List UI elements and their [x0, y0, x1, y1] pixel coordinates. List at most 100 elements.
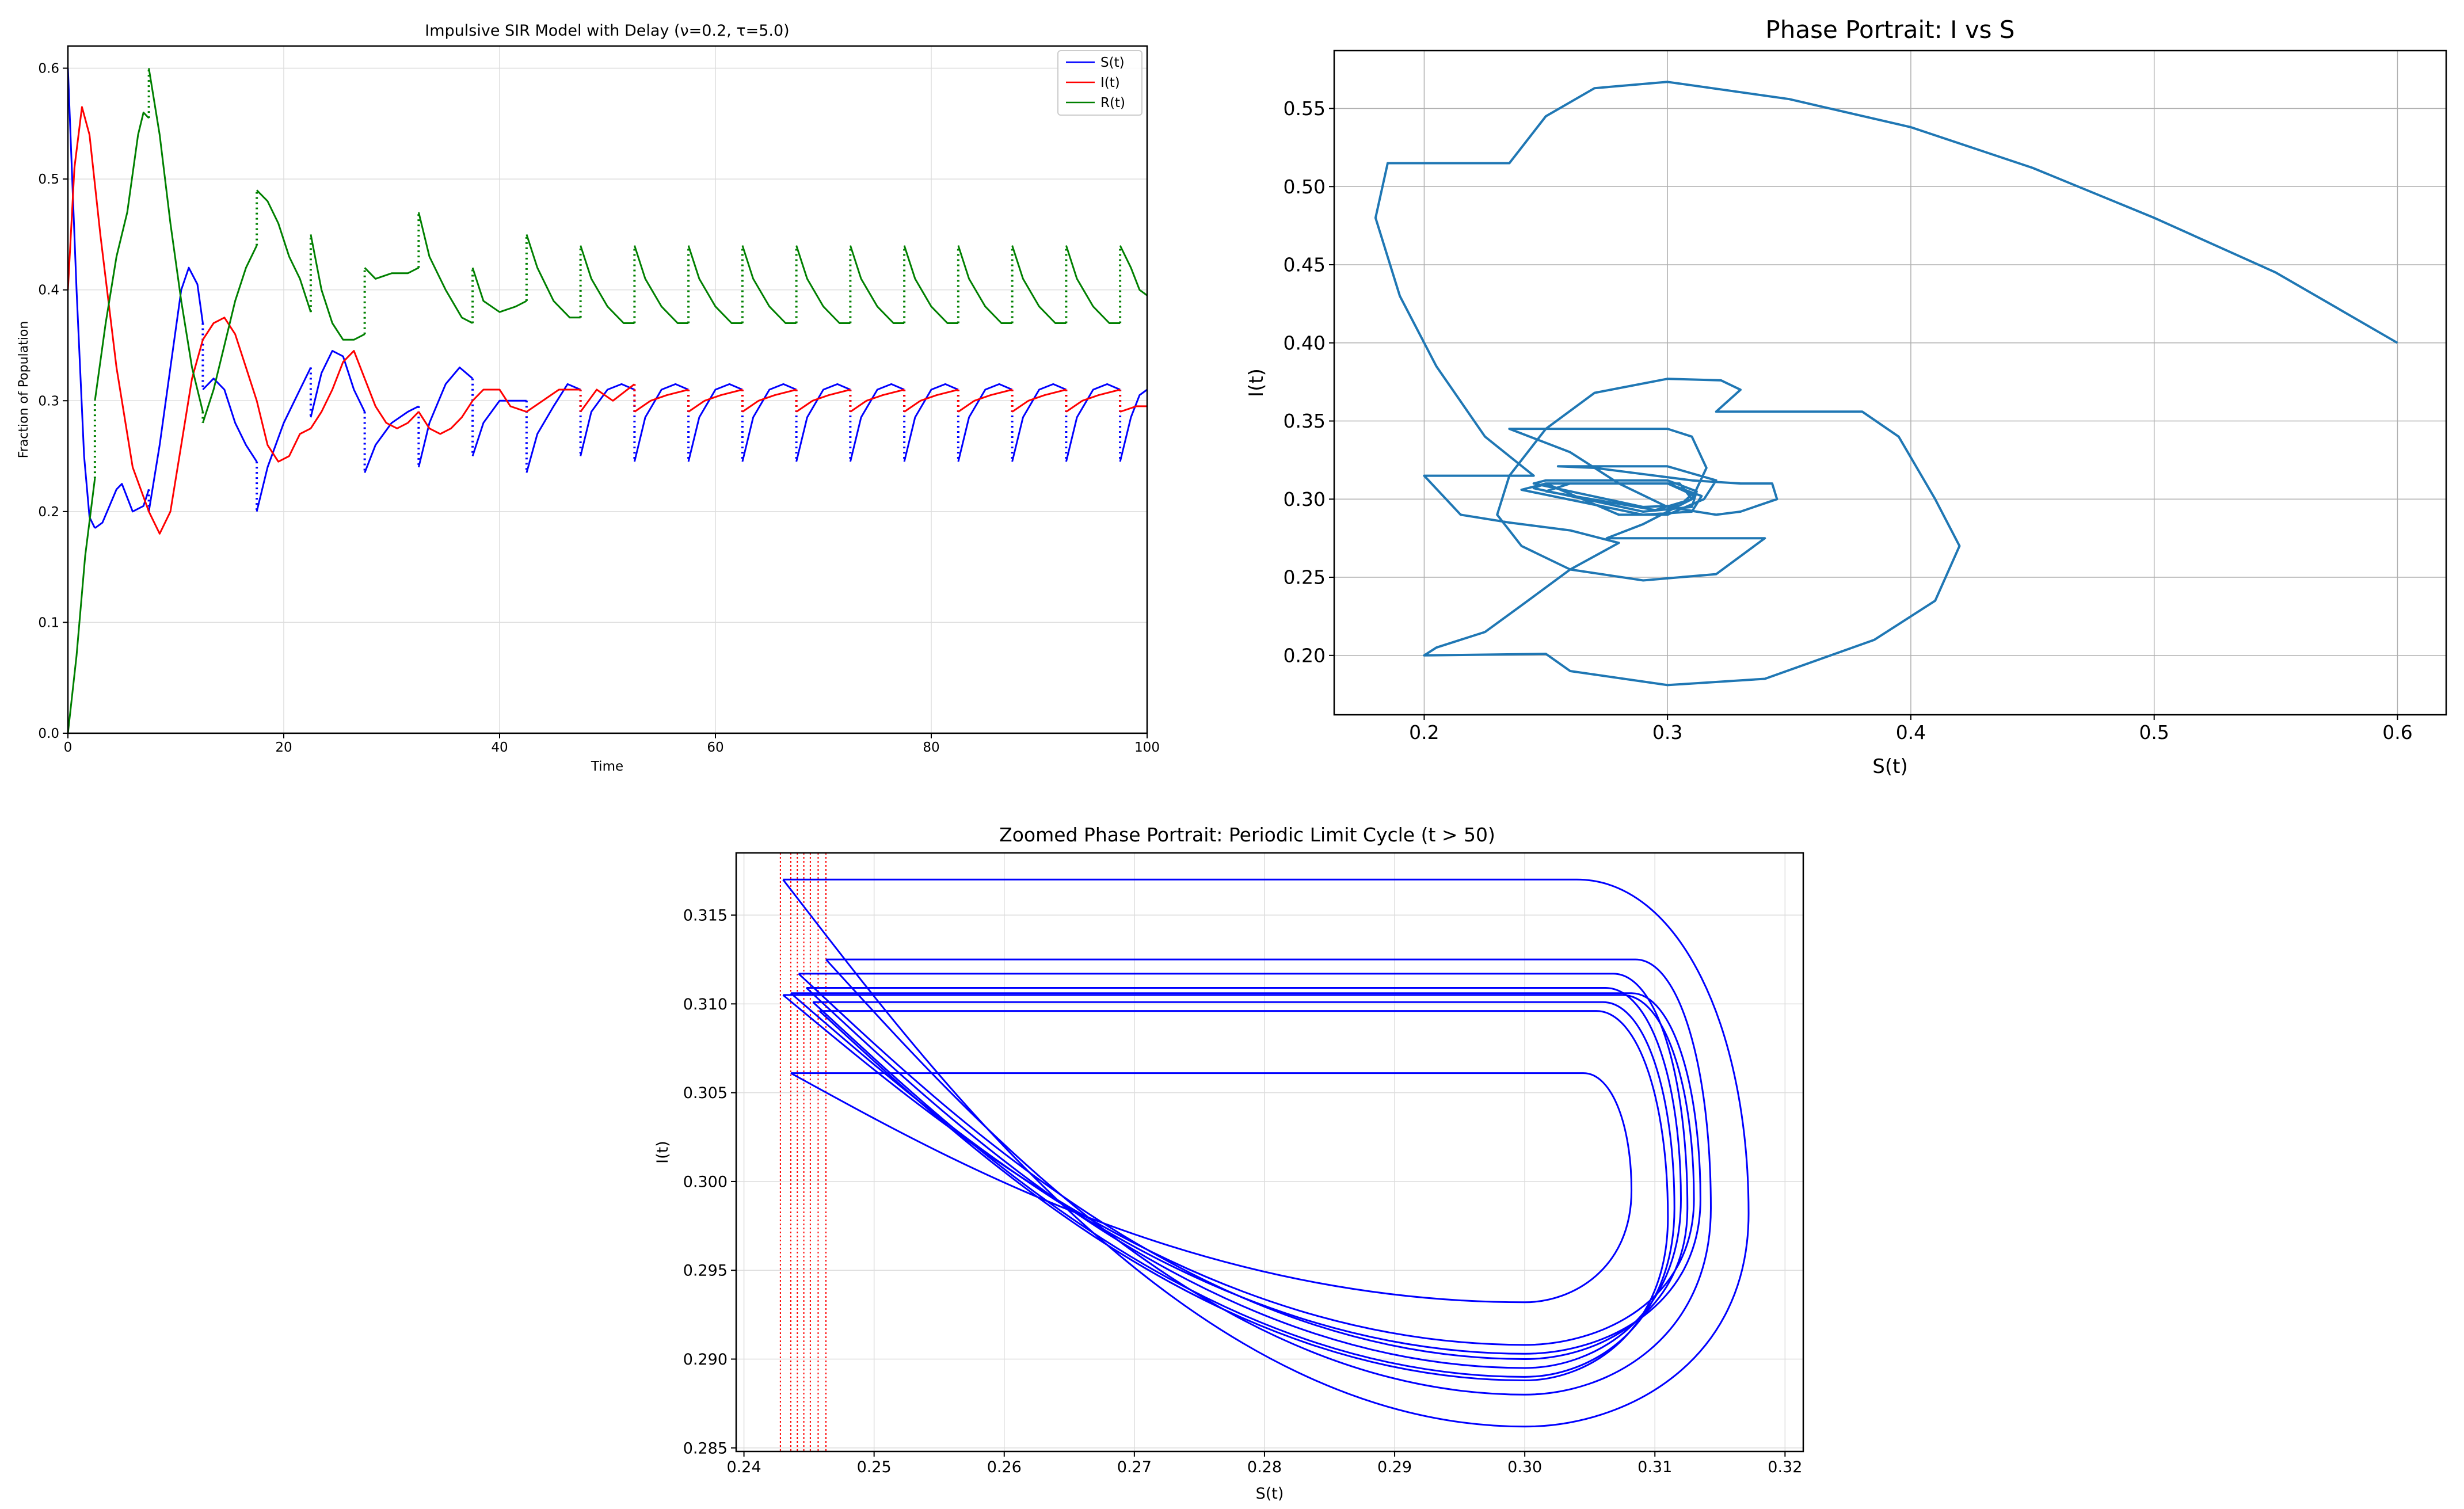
- y-tick-label: 0.290: [683, 1351, 728, 1369]
- x-tick-label: 0.28: [1247, 1458, 1282, 1476]
- y-tick-label: 0.6: [38, 62, 59, 77]
- phase-portrait-ticks: 0.2 0.3 0.4 0.5 0.6 0.20 0.25 0.30 0.35 0.40 0.45 0…: [1284, 97, 2413, 744]
- legend-label-i: I(t): [1100, 75, 1120, 90]
- phase-portrait-ylabel: I(t): [1245, 368, 1268, 397]
- series-line-segment: [903, 383, 959, 462]
- series-line-segment: [471, 399, 527, 456]
- y-tick-label: 0.310: [683, 996, 728, 1013]
- y-tick-label: 0.20: [1284, 644, 1326, 666]
- phase-portrait-grid: [1334, 51, 2446, 715]
- y-tick-label: 0.40: [1284, 331, 1326, 354]
- series-line-segment: [417, 212, 473, 324]
- series-line-segment: [256, 189, 312, 313]
- x-tick-label: 0.6: [2382, 721, 2412, 744]
- series-line-segment: [957, 383, 1013, 462]
- series-line-segment: [310, 350, 365, 418]
- y-tick-label: 0.30: [1284, 488, 1326, 510]
- y-tick-label: 0.25: [1284, 566, 1326, 589]
- series-line-segment: [418, 400, 474, 435]
- series-line-segment: [67, 106, 311, 535]
- series-line-segment: [417, 367, 474, 468]
- series-line-segment: [741, 245, 797, 324]
- series-I(t): [67, 106, 1147, 535]
- x-tick-label: 0.31: [1637, 1458, 1672, 1476]
- time-series-panel: Impulsive SIR Model with Delay (ν=0.2, τ…: [17, 22, 1160, 774]
- series-line-segment: [634, 388, 689, 413]
- series-line-segment: [525, 234, 581, 319]
- time-series-frame: [67, 45, 1148, 734]
- series-line-segment: [256, 367, 312, 512]
- series-line-segment: [687, 383, 743, 462]
- zoomed-portrait-ticks: 0.24 0.25 0.26 0.27 0.28 0.29 0.30 0.31 0.32 0.28…: [683, 906, 1803, 1476]
- series-line-segment: [958, 388, 1012, 413]
- x-tick-label: 0.29: [1377, 1458, 1412, 1476]
- series-line-segment: [849, 245, 905, 324]
- x-tick-label: 60: [707, 740, 723, 755]
- phase-portrait-title: Phase Portrait: I vs S: [1765, 16, 2014, 44]
- y-tick-label: 0.45: [1284, 254, 1326, 276]
- series-line-segment: [1011, 383, 1067, 462]
- series-line-segment: [94, 112, 150, 401]
- series-line-segment: [850, 388, 905, 413]
- x-tick-label: 0: [64, 740, 73, 755]
- phase-portrait-frame: [1333, 49, 2447, 716]
- series-line-segment: [1011, 388, 1067, 413]
- phase-portrait-panel: Phase Portrait: I vs S 0.2 0.3 0.4 0.5 0.60.…: [1245, 16, 2447, 778]
- limit-cycle-loop: [825, 958, 1712, 1396]
- series-R(t): [67, 68, 1148, 734]
- series-line-segment: [795, 383, 851, 462]
- x-tick-label: 0.27: [1117, 1458, 1152, 1476]
- series-line-segment: [1065, 388, 1121, 413]
- y-tick-label: 0.1: [38, 615, 59, 630]
- y-tick-label: 0.285: [683, 1439, 728, 1457]
- y-tick-label: 0.35: [1284, 410, 1326, 432]
- series-line-segment: [364, 405, 420, 473]
- y-tick-label: 0.295: [683, 1262, 728, 1280]
- series-line-segment: [633, 245, 689, 324]
- series-line-segment: [903, 245, 958, 324]
- time-series-xlabel: Time: [591, 759, 623, 774]
- y-tick-label: 0.50: [1284, 176, 1326, 198]
- x-tick-label: 0.3: [1652, 721, 1682, 744]
- series-line-segment: [580, 383, 635, 456]
- series-line-segment: [795, 245, 851, 324]
- x-tick-label: 0.24: [727, 1458, 761, 1476]
- legend-label-s: S(t): [1100, 55, 1125, 70]
- series-line-segment: [1011, 245, 1067, 324]
- series-line-segment: [310, 234, 365, 341]
- series-line-segment: [580, 383, 635, 413]
- y-tick-label: 0.300: [683, 1173, 728, 1191]
- series-line-segment: [148, 266, 204, 512]
- y-tick-label: 0.2: [38, 505, 59, 520]
- series-line-segment: [364, 378, 420, 429]
- series-line-segment: [526, 388, 581, 413]
- series-line-segment: [1065, 383, 1121, 462]
- y-tick-label: 0.315: [683, 906, 728, 924]
- series-line-segment: [67, 68, 96, 529]
- series-line-segment: [849, 383, 905, 462]
- series-line-segment: [201, 245, 258, 424]
- x-tick-label: 0.26: [987, 1458, 1022, 1476]
- phase-portrait-xlabel: S(t): [1872, 755, 1907, 778]
- limit-cycle-loop: [790, 1072, 1633, 1304]
- y-tick-label: 0.305: [683, 1084, 728, 1102]
- series-line-segment: [364, 266, 420, 280]
- series-line-segment: [148, 68, 204, 412]
- limit-cycle-loop: [806, 987, 1682, 1369]
- time-series-legend: S(t) I(t) R(t): [1057, 50, 1142, 116]
- series-line-segment: [580, 245, 635, 324]
- x-tick-label: 0.2: [1409, 721, 1439, 744]
- zoomed-portrait-panel: Zoomed Phase Portrait: Periodic Limit Cy…: [654, 824, 1804, 1503]
- x-tick-label: 40: [491, 740, 508, 755]
- limit-cycle-loop: [812, 1001, 1675, 1378]
- zoomed-portrait-frame: [735, 852, 1804, 1453]
- series-line-segment: [687, 245, 742, 324]
- limit-cycle-loop: [790, 992, 1701, 1355]
- x-tick-label: 0.4: [1896, 721, 1926, 744]
- phase-portrait-plot-area: [1374, 81, 2398, 687]
- x-tick-label: 20: [275, 740, 292, 755]
- x-tick-label: 80: [923, 740, 939, 755]
- series-line-segment: [904, 388, 959, 413]
- series-line-segment: [472, 388, 527, 413]
